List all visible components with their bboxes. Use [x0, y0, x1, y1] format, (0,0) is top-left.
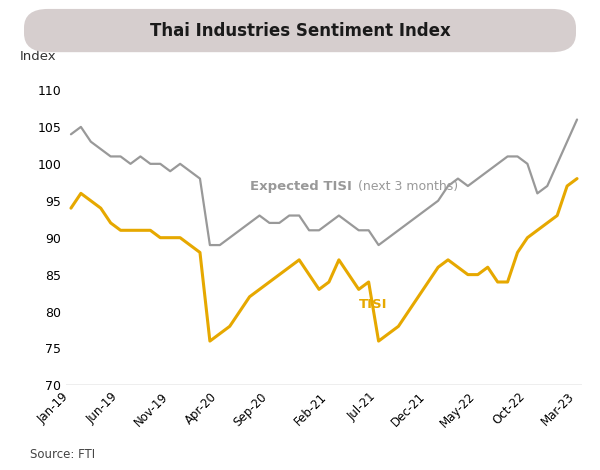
Text: Expected TISI: Expected TISI — [250, 180, 352, 193]
Text: TISI: TISI — [359, 298, 387, 311]
Text: Index: Index — [20, 50, 56, 63]
Text: Source: FTI: Source: FTI — [30, 447, 95, 461]
Text: Thai Industries Sentiment Index: Thai Industries Sentiment Index — [149, 22, 451, 39]
Text: (next 3 months): (next 3 months) — [354, 180, 458, 193]
